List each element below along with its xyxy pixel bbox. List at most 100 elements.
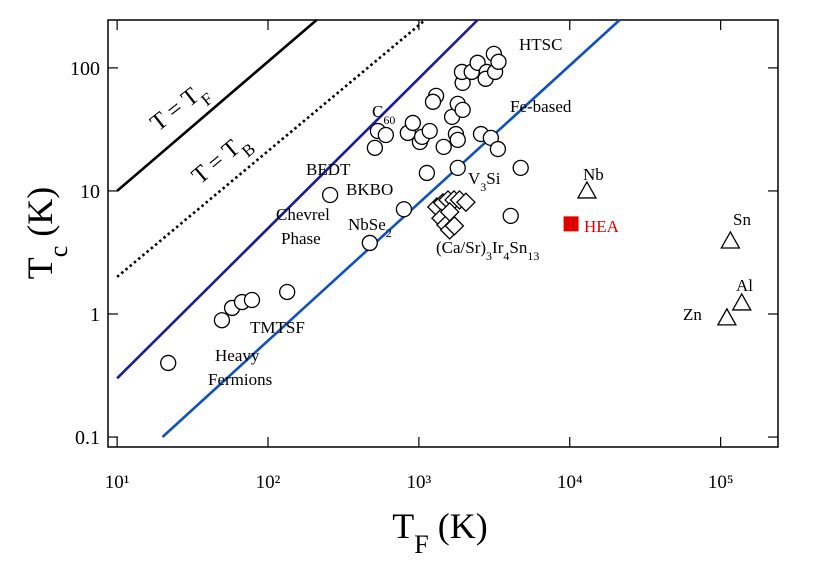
annotation: TMTSF: [250, 318, 305, 337]
data-point: [576, 180, 598, 199]
text-part: Nb: [583, 165, 604, 184]
text-part: C: [372, 102, 383, 121]
text-part: BEDT: [306, 160, 351, 179]
text-part: (Ca/Sr): [436, 238, 486, 257]
y-axis-label: Tc (K): [20, 187, 73, 280]
data-point: [279, 283, 296, 301]
data-point: [321, 186, 339, 204]
y-tick-label: 1: [90, 304, 100, 326]
text-part: HTSC: [519, 35, 562, 54]
subscript: F: [414, 530, 428, 559]
annotation: Heavy: [215, 346, 260, 365]
text-part: HEA: [584, 217, 620, 236]
annotation: Al: [736, 276, 753, 295]
data-point: [361, 234, 378, 252]
x-tick-label: 10⁵: [708, 472, 734, 493]
y-tick-label: 0.1: [75, 427, 100, 449]
data-point: [243, 291, 261, 309]
data-point: [502, 207, 519, 225]
reference-line: [116, 19, 426, 278]
annotation: Fermions: [208, 370, 272, 389]
text-part: Sn: [509, 238, 527, 257]
data-point: [404, 114, 421, 132]
x-tick-label: 10²: [256, 472, 281, 493]
x-tick-label: 10⁴: [557, 472, 583, 493]
annotation: C60: [372, 102, 395, 127]
data-point: [418, 164, 436, 182]
text-part: V: [468, 169, 481, 188]
data-point: [449, 131, 466, 149]
annotation: Chevrel: [276, 205, 330, 224]
text-part: T = T: [146, 83, 205, 137]
annotation: (Ca/Sr)3Ir4Sn13: [436, 238, 539, 263]
subscript: c: [44, 246, 73, 258]
reference-line: [161, 19, 621, 438]
text-part: (K): [429, 506, 488, 546]
text-part: Si: [486, 169, 500, 188]
data-point: [454, 101, 471, 119]
text-part: Sn: [733, 210, 751, 229]
text-part: T: [20, 257, 60, 279]
text-part: BKBO: [346, 180, 393, 199]
text-part: Chevrel: [276, 205, 330, 224]
reference-line: [116, 19, 318, 192]
text-part: Al: [736, 276, 753, 295]
data-point: [489, 140, 507, 158]
annotation: V3Si: [468, 169, 501, 194]
annotation: Fe-based: [510, 97, 572, 116]
data-point: [160, 354, 177, 372]
annotation: Nb: [583, 165, 604, 184]
data-point: [435, 138, 452, 156]
data-point: [455, 192, 476, 213]
data-point: [439, 202, 460, 222]
annotation: T = TF: [146, 77, 217, 142]
annotation: HTSC: [519, 35, 562, 54]
annotation: Phase: [281, 229, 321, 248]
annotation: T = TB: [187, 128, 259, 196]
data-point: [563, 216, 579, 232]
y-tick-label: 100: [70, 58, 100, 80]
data-point: [449, 159, 466, 177]
subscript: 2: [386, 226, 392, 240]
annotation: BEDT: [306, 160, 351, 179]
data-point: [366, 139, 384, 156]
subscript: 4: [503, 249, 509, 263]
y-tick-label: 10: [80, 181, 100, 203]
text-part: (K): [20, 187, 60, 246]
reference-line: [116, 19, 479, 380]
text-part: T = T: [187, 135, 245, 190]
data-point: [395, 201, 413, 218]
text-part: Fe-based: [510, 97, 572, 116]
data-point: [720, 230, 741, 249]
plot-frame: [107, 19, 779, 448]
data-point: [424, 93, 442, 110]
annotation: Sn: [733, 210, 751, 229]
data-point: [490, 53, 507, 70]
text-part: NbSe: [348, 215, 386, 234]
subscript: 13: [527, 249, 539, 263]
text-part: Zn: [683, 305, 702, 324]
subscript: 60: [383, 113, 395, 127]
data-point: [731, 292, 752, 311]
text-part: TMTSF: [250, 318, 305, 337]
text-part: Fermions: [208, 370, 272, 389]
annotation: Zn: [683, 305, 702, 324]
x-axis-label: TF (K): [392, 506, 487, 559]
text-part: Phase: [281, 229, 321, 248]
text-part: Heavy: [215, 346, 260, 365]
data-point: [716, 307, 737, 326]
annotation: NbSe2: [348, 215, 392, 240]
data-point: [377, 126, 394, 144]
text-part: Ir: [492, 238, 504, 257]
subscript: 3: [486, 249, 492, 263]
annotation: HEA: [584, 217, 620, 236]
x-tick-label: 10¹: [105, 472, 130, 493]
x-tick-label: 10³: [407, 472, 432, 493]
data-point: [512, 159, 529, 177]
subscript: 3: [480, 180, 486, 194]
data-point: [213, 312, 231, 329]
annotation: BKBO: [346, 180, 393, 199]
data-point: [421, 122, 438, 140]
text-part: T: [392, 506, 414, 546]
